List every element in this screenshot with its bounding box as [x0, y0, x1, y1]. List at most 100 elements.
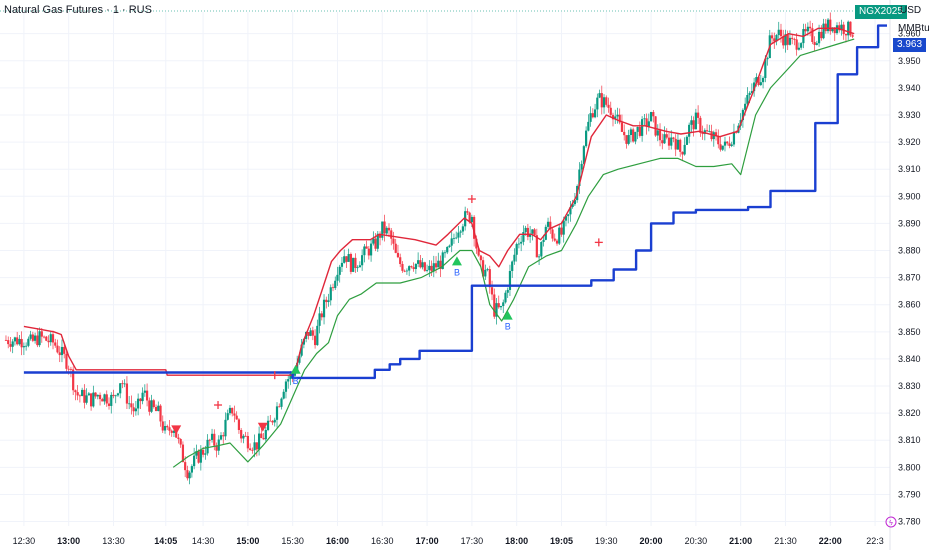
candle-body: [817, 31, 821, 44]
candle-body: [125, 383, 129, 404]
candle-body: [293, 372, 297, 376]
candle-body: [593, 109, 597, 118]
x-tick-label: 12:30: [13, 536, 36, 546]
candle-body: [114, 395, 117, 397]
candle-body: [199, 449, 202, 463]
candle-body: [690, 120, 693, 125]
candle-body: [33, 335, 37, 341]
candle-body: [786, 34, 789, 45]
candle-body: [838, 25, 841, 31]
candle-body: [340, 262, 344, 267]
candle-body: [300, 344, 303, 356]
candle-body: [65, 353, 68, 369]
candle-body: [529, 233, 532, 237]
candle-body: [564, 216, 568, 221]
candle-body: [385, 227, 388, 234]
candle-body: [150, 400, 153, 412]
candle-body: [98, 394, 102, 400]
candle-body: [302, 338, 305, 345]
y-tick-label: 3.850: [898, 327, 921, 337]
y-tick-label: 3.950: [898, 56, 921, 66]
candle-body: [699, 117, 702, 133]
candle-body: [833, 27, 836, 34]
symbol-title[interactable]: Natural Gas Futures · 1 · RUS: [4, 4, 152, 16]
candle-body: [103, 394, 106, 402]
candle-body: [145, 390, 149, 401]
candle-body: [470, 216, 473, 223]
candle-body: [580, 163, 583, 170]
x-tick-label: 14:05: [154, 536, 177, 546]
candle-body: [831, 27, 834, 32]
candle-body: [410, 266, 413, 268]
events-icon[interactable]: ϟ: [885, 516, 897, 528]
candle-body: [54, 342, 57, 346]
candle-body: [219, 435, 223, 440]
candle-body: [38, 331, 41, 346]
candle-body: [490, 287, 494, 295]
candle-body: [121, 383, 124, 385]
buy-label: B: [505, 322, 511, 332]
candle-body: [553, 238, 556, 241]
candle-body: [264, 429, 267, 440]
candle-body: [228, 407, 232, 414]
candle-body: [705, 130, 709, 132]
candle-body: [78, 395, 81, 397]
candle-body: [495, 303, 498, 317]
candle-body: [181, 444, 185, 463]
candle-body: [484, 269, 487, 277]
ticker-badge: NGX2025: [855, 5, 907, 19]
candle-body: [394, 243, 397, 253]
candle-body: [242, 435, 245, 439]
candle-body: [40, 331, 43, 337]
candle-body: [428, 265, 431, 270]
candle-body: [829, 19, 832, 32]
candle-body: [457, 232, 460, 238]
candle-body: [632, 129, 635, 142]
candle-body: [784, 34, 787, 46]
time-axis[interactable]: 12:30 13:00 13:30 14:05 14:30 15:00 15:30 16:00…: [13, 536, 884, 546]
x-tick-label: 15:30: [281, 536, 304, 546]
candle-body: [629, 129, 633, 135]
candle-body: [627, 134, 630, 144]
candle-body: [746, 95, 749, 104]
candle-body: [728, 143, 731, 146]
candle-body: [791, 37, 794, 40]
candle-body: [101, 399, 104, 402]
candle-body: [537, 256, 541, 258]
x-tick-label: 15:00: [236, 536, 259, 546]
candle-body: [137, 398, 140, 409]
candle-body: [237, 419, 241, 431]
price-axis[interactable]: 3.780 3.790 3.800 3.810 3.820 3.830 3.840 3.850…: [889, 0, 921, 550]
candle-body: [47, 340, 50, 343]
candle-body: [320, 313, 323, 318]
candle-body: [345, 256, 348, 262]
candle-body: [813, 41, 816, 45]
candle-body: [461, 226, 465, 232]
y-tick-label: 3.880: [898, 246, 921, 256]
currency-label[interactable]: USD: [900, 5, 922, 16]
candle-body: [392, 238, 395, 244]
candle-body: [605, 97, 608, 105]
candle-body: [448, 245, 451, 247]
candle-body: [222, 435, 225, 437]
candle-body: [408, 266, 411, 271]
candle-body: [22, 346, 25, 348]
candle-body: [546, 221, 550, 227]
candle-body: [163, 426, 167, 431]
candle-body: [170, 430, 173, 433]
candle-body: [152, 400, 155, 408]
candle-body: [701, 132, 704, 135]
candle-body: [656, 130, 659, 136]
candle-body: [42, 336, 46, 338]
candle-body: [473, 216, 476, 239]
unit-label[interactable]: MMBtu: [898, 23, 930, 34]
candle-body: [60, 346, 64, 356]
candle-body: [166, 426, 169, 428]
candle-body: [76, 392, 79, 396]
buy-arrow: [290, 364, 301, 374]
candle-body: [27, 338, 30, 346]
candle-body: [269, 420, 272, 422]
y-tick-label: 3.800: [898, 462, 921, 472]
